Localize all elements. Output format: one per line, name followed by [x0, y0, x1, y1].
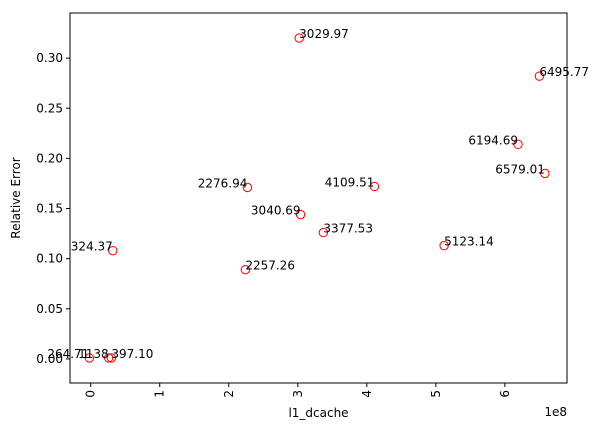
y-tick-label: 0.15	[36, 202, 63, 216]
data-point	[84, 353, 95, 363]
data-point	[294, 33, 304, 43]
data-point	[242, 182, 253, 193]
plot-area-frame	[69, 12, 568, 384]
data-label: 397.10	[111, 347, 153, 361]
data-label: 5123.14	[444, 235, 494, 249]
data-point	[295, 209, 306, 220]
data-point	[369, 181, 380, 192]
data-point	[534, 71, 545, 81]
x-axis-offset-label: 1e8	[544, 405, 567, 419]
y-axis-ticks: 0.00 0.05 0.10 0.15 0.20 0.25 0.30	[36, 51, 70, 366]
data-point	[106, 353, 117, 363]
data-point	[439, 240, 449, 251]
y-tick-label: 0.20	[36, 151, 63, 165]
data-points	[84, 33, 550, 363]
x-tick-label: 5	[429, 390, 443, 398]
x-tick-label: 1	[153, 390, 167, 398]
y-tick-label: 0.10	[36, 252, 63, 266]
x-tick-label: 3	[291, 390, 305, 398]
y-tick-label: 0.30	[36, 51, 63, 65]
data-point	[513, 139, 523, 150]
y-tick-label: 0.00	[36, 352, 63, 366]
data-point	[103, 353, 114, 363]
data-label: 6194.69	[468, 133, 518, 147]
data-point	[318, 227, 329, 238]
x-axis-ticks: 0 1 2 3 4 5 6	[84, 383, 512, 398]
data-label: 324.37	[71, 240, 113, 254]
data-label: 4109.51	[325, 175, 375, 189]
data-label: 1138	[78, 347, 109, 361]
data-label: 3029.97	[299, 27, 349, 41]
x-tick-label: 4	[360, 390, 374, 398]
data-point	[108, 245, 118, 256]
data-point	[540, 168, 550, 179]
data-label: 2276.94	[198, 176, 248, 190]
x-tick-label: 0	[84, 390, 98, 398]
x-axis-label: l1_dcache	[288, 406, 348, 420]
data-point	[240, 264, 251, 275]
data-label: 3377.53	[323, 222, 373, 236]
data-label: 2257.26	[245, 259, 295, 273]
data-label: 264.71	[47, 347, 89, 361]
data-label: 3040.69	[251, 204, 301, 218]
data-label: 6495.77	[539, 65, 589, 79]
y-tick-label: 0.25	[36, 101, 63, 115]
y-tick-label: 0.05	[36, 302, 63, 316]
y-axis-label: Relative Error	[9, 157, 23, 239]
data-label: 6579.01	[495, 162, 545, 176]
x-tick-label: 6	[498, 390, 512, 398]
x-tick-label: 2	[222, 390, 236, 398]
